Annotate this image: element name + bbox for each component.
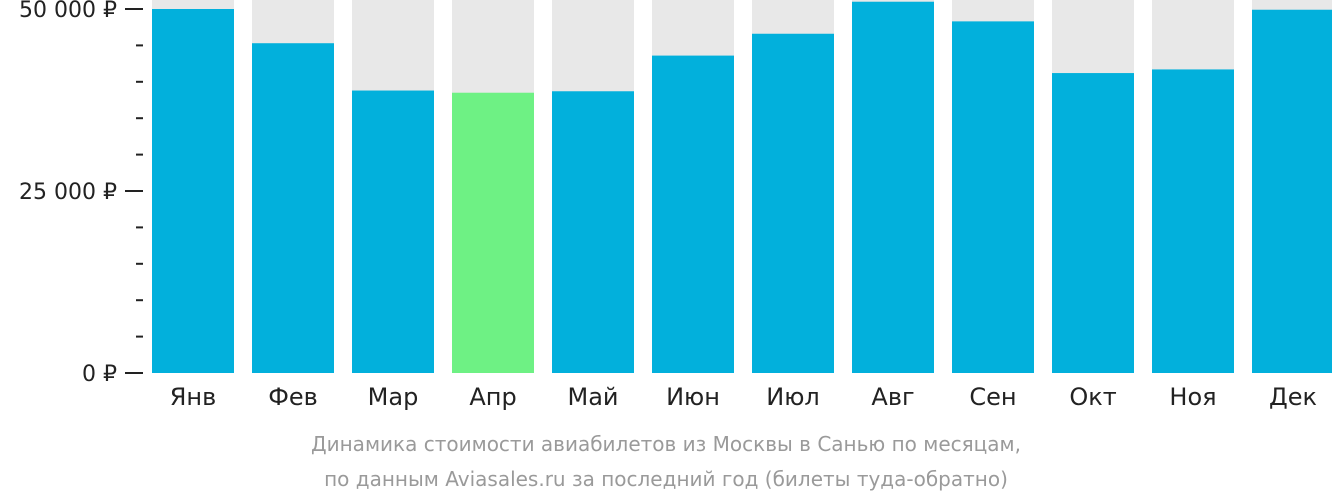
bar-9[interactable]	[952, 21, 1034, 373]
x-tick-label: Мар	[368, 383, 419, 411]
x-tick-label: Авг	[871, 383, 914, 411]
x-axis-labels: Янв Фев Мар Апр Май Июн Июл Авг Сен Окт Ноя Дек	[170, 383, 1317, 411]
x-tick-label: Ноя	[1169, 383, 1216, 411]
x-tick-label: Апр	[469, 383, 516, 411]
bar-6[interactable]	[652, 55, 734, 373]
y-tick-label: 25 000 ₽	[19, 180, 117, 205]
chart-caption-line-2: по данным Aviasales.ru за последний год …	[324, 467, 1008, 491]
bar-11[interactable]	[1152, 69, 1234, 373]
bar-4[interactable]	[452, 92, 534, 373]
bar-3[interactable]	[352, 90, 434, 373]
bar-7[interactable]	[752, 33, 834, 373]
x-tick-label: Сен	[969, 383, 1016, 411]
y-axis: 50 000 ₽ 25 000 ₽ 0 ₽	[19, 0, 143, 387]
y-tick-label: 50 000 ₽	[19, 0, 117, 23]
x-tick-label: Июл	[766, 383, 820, 411]
bar-1[interactable]	[152, 9, 234, 373]
x-tick-label: Май	[567, 383, 618, 411]
x-tick-label: Фев	[268, 383, 318, 411]
chart-caption-line-1: Динамика стоимости авиабилетов из Москвы…	[310, 432, 1021, 456]
x-tick-label: Янв	[170, 383, 217, 411]
bars-group	[152, 0, 1332, 374]
x-tick-label: Дек	[1269, 383, 1317, 411]
bar-12[interactable]	[1252, 9, 1332, 374]
x-tick-label: Июн	[666, 383, 720, 411]
y-tick-label: 0 ₽	[82, 362, 117, 387]
bar-8[interactable]	[852, 1, 934, 373]
bar-5[interactable]	[552, 91, 634, 373]
bar-10[interactable]	[1052, 73, 1134, 374]
x-tick-label: Окт	[1069, 383, 1116, 411]
bar-2[interactable]	[252, 43, 334, 373]
